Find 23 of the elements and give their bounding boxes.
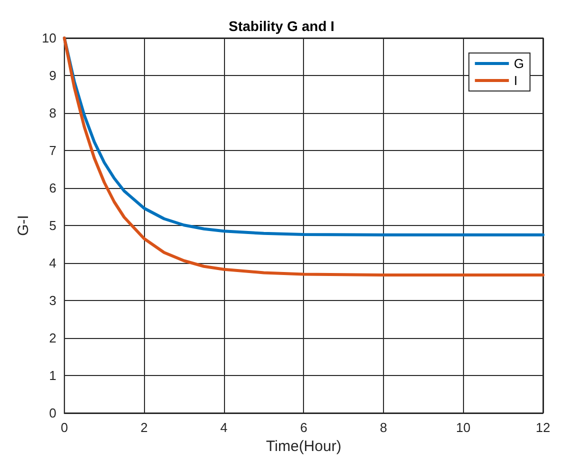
y-tick-label: 8 (49, 106, 56, 120)
y-tick-label: 3 (49, 293, 56, 308)
x-tick-label: 6 (300, 420, 308, 435)
y-tick-label: 6 (49, 180, 56, 196)
x-tick-label: 0 (60, 420, 68, 435)
y-tick-label: 5 (49, 218, 56, 233)
x-axis-title: Time(Hour) (266, 438, 342, 455)
legend-label: G (514, 56, 524, 71)
x-tick-label: 12 (536, 420, 550, 435)
x-tick-label: 10 (456, 420, 470, 435)
y-tick-label: 2 (49, 330, 56, 346)
x-tick-label: 4 (220, 420, 228, 435)
x-tick-label: 8 (380, 420, 388, 435)
y-axis-title: G-I (15, 215, 32, 236)
y-tick-label: 10 (42, 30, 56, 46)
y-tick-label: 1 (49, 368, 56, 383)
y-tick-label: 7 (49, 143, 56, 158)
x-tick-label: 2 (140, 420, 148, 435)
y-tick-label: 9 (49, 68, 56, 83)
y-tick-label: 0 (49, 406, 56, 420)
legend-label: I (514, 73, 518, 88)
chart-title: Stability G and I (228, 18, 334, 34)
y-tick-label: 4 (49, 256, 56, 270)
